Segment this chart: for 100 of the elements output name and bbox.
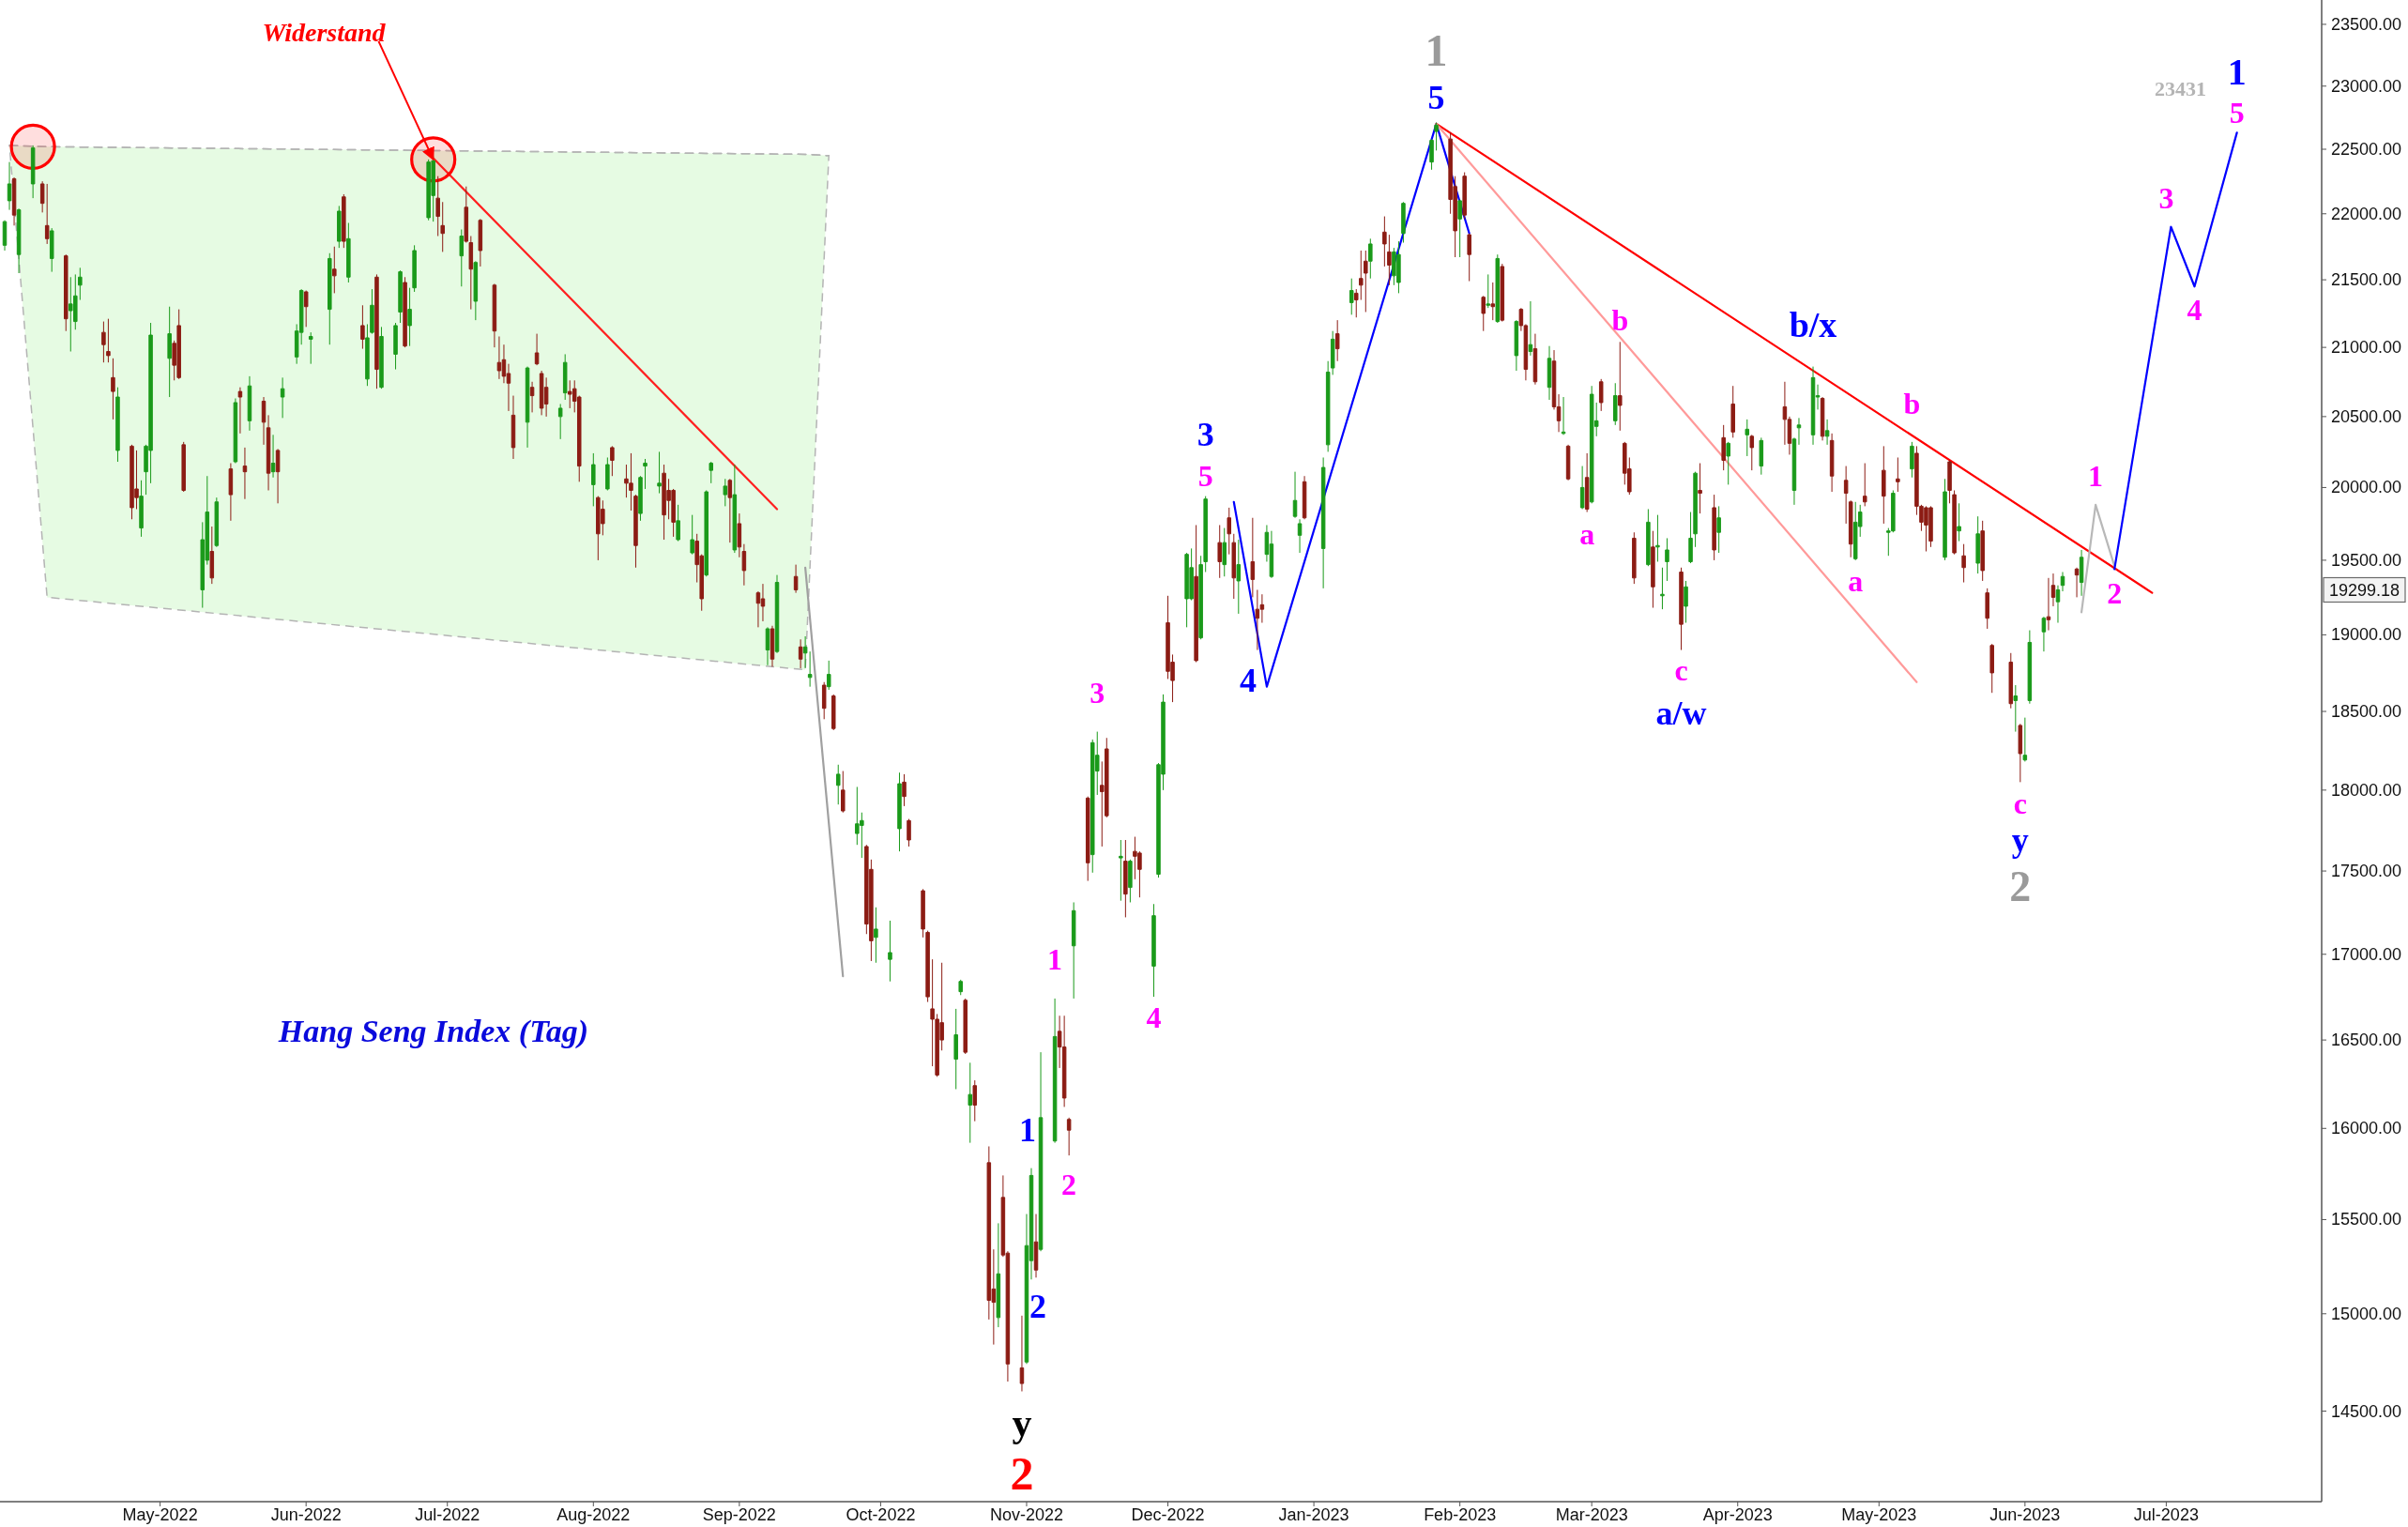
y-tick-label: 18500.00 <box>2331 702 2402 722</box>
y-tick-label: 20500.00 <box>2331 406 2402 426</box>
candlestick <box>1684 580 1688 624</box>
candlestick <box>407 287 412 347</box>
y-tick-label: 19000.00 <box>2331 625 2402 645</box>
annotation: 2 <box>2009 862 2032 910</box>
candlestick <box>1862 463 1867 507</box>
candlestick <box>328 252 332 345</box>
candlestick <box>379 326 384 389</box>
candlestick <box>106 318 111 363</box>
candlestick <box>1019 1315 1025 1392</box>
candlestick <box>49 227 54 273</box>
x-tick-label: Dec-2022 <box>1131 1505 1205 1524</box>
candlestick <box>228 463 234 522</box>
candlestick <box>534 333 540 366</box>
candlestick <box>1947 460 1952 504</box>
candlestick <box>1726 441 1730 485</box>
candlestick <box>1387 234 1392 286</box>
candlestick <box>605 456 610 491</box>
candlestick <box>101 321 106 363</box>
candlestick <box>591 452 596 507</box>
candlestick <box>1646 508 1651 567</box>
candlestick <box>1716 505 1721 554</box>
candlestick <box>709 461 714 484</box>
candlestick <box>897 771 902 852</box>
candlestick <box>1334 319 1340 362</box>
candlestick <box>1810 366 1816 446</box>
candlestick <box>610 445 615 477</box>
y-tick-label: 16500.00 <box>2331 1031 2402 1050</box>
y-tick-label: 16000.00 <box>2331 1119 2402 1138</box>
candlestick <box>308 331 313 365</box>
candlestick <box>798 638 803 669</box>
annotation: c <box>1674 653 1688 687</box>
candlestick <box>496 336 502 380</box>
annotation: a <box>1579 517 1595 551</box>
candlestick <box>1495 253 1501 324</box>
candlestick <box>2041 616 2047 652</box>
annotation: y <box>2011 821 2029 859</box>
candlestick <box>1302 475 1307 520</box>
candlestick <box>1796 417 1802 446</box>
candlestick <box>1693 471 1698 548</box>
candlestick <box>1896 456 1900 493</box>
candlestick <box>1824 419 1830 446</box>
candlestick <box>1236 539 1242 615</box>
annotation: 2 <box>1029 1288 1046 1325</box>
y-tick-label: 20000.00 <box>2331 478 2402 497</box>
candlestick <box>770 625 775 667</box>
candlestick <box>1665 537 1669 582</box>
candlestick <box>440 201 445 252</box>
candlestick <box>1961 543 1966 584</box>
annotation: 2 <box>1061 1168 1076 1201</box>
candlestick <box>1532 333 1538 386</box>
candlestick <box>525 366 530 449</box>
candlestick <box>209 526 215 585</box>
candlestick <box>732 464 738 554</box>
line-series <box>2113 131 2238 571</box>
candlestick <box>1061 1015 1067 1107</box>
candlestick <box>925 930 930 1003</box>
candlestick <box>835 764 841 805</box>
candlestick <box>11 176 17 226</box>
annotation: 1 <box>2088 459 2104 493</box>
candlestick <box>1698 463 1702 514</box>
candlestick <box>1128 859 1133 903</box>
candlestick <box>459 229 465 287</box>
candlestick <box>1325 360 1331 452</box>
x-tick-label: Nov-2022 <box>989 1505 1063 1524</box>
candlestick <box>1151 903 1156 998</box>
candlestick <box>111 358 115 420</box>
candlestick <box>1052 998 1058 1144</box>
candlestick <box>1528 300 1533 357</box>
candlestick <box>958 979 963 996</box>
candlestick <box>968 1061 973 1144</box>
candlestick <box>1618 341 1623 432</box>
y-tick-label: 19500.00 <box>2331 550 2402 570</box>
x-tick-label: Apr-2023 <box>1702 1505 1773 1524</box>
y-tick-label: 21000.00 <box>2331 338 2402 358</box>
candlestick <box>1250 517 1256 598</box>
y-tick-label: 22000.00 <box>2331 204 2402 223</box>
annotation: 4 <box>1240 662 1257 699</box>
candlestick <box>1943 478 1947 561</box>
annotation: 4 <box>2187 293 2202 327</box>
candlestick <box>1434 122 1439 151</box>
candlestick <box>638 475 643 522</box>
candlestick <box>1255 588 1260 651</box>
candlestick <box>1222 527 1227 577</box>
candlestick <box>44 183 50 245</box>
text: Hang Seng Index (Tag) <box>277 1013 589 1049</box>
candlestick <box>403 276 407 348</box>
annotation: 3 <box>1090 676 1105 710</box>
candlestick <box>167 306 172 398</box>
candlestick <box>511 395 516 460</box>
candlestick <box>1721 424 1726 471</box>
candlestick <box>280 376 285 419</box>
y-tick-label: 14500.00 <box>2331 1401 2402 1421</box>
candlestick <box>270 434 276 479</box>
candlestick <box>1598 378 1604 412</box>
y-tick-label: 17000.00 <box>2331 944 2402 964</box>
candlestick <box>1349 278 1354 315</box>
candlestick <box>346 222 351 283</box>
candlestick <box>360 304 365 350</box>
